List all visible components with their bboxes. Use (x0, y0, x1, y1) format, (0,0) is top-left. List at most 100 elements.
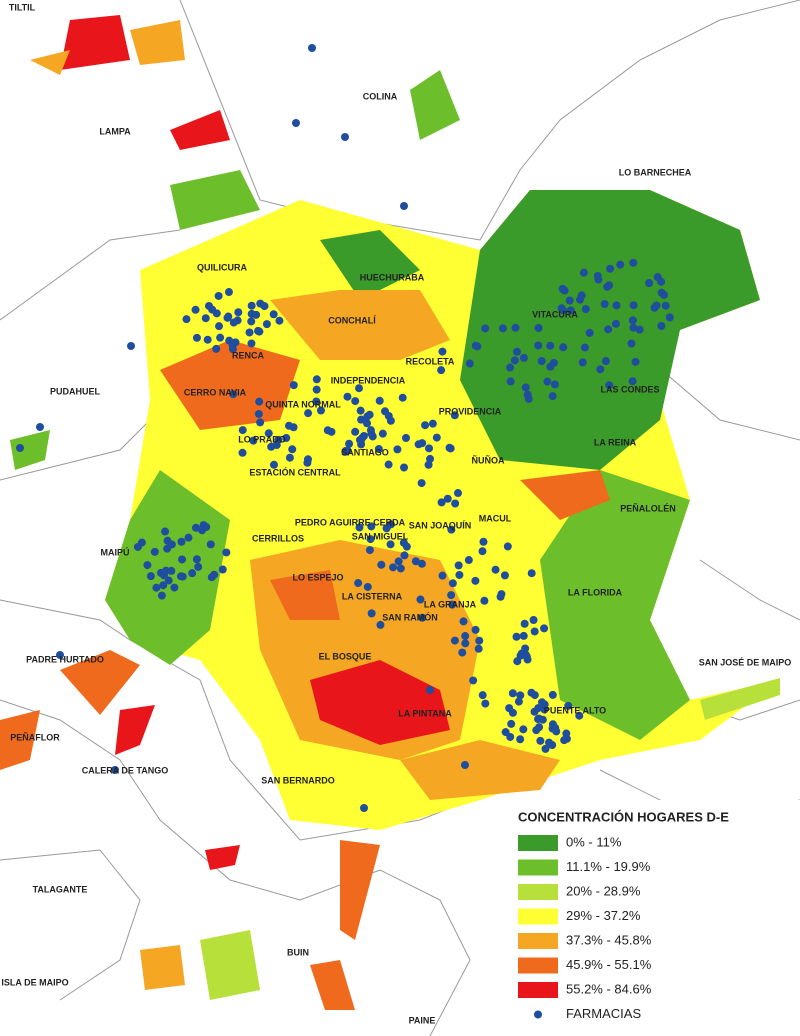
pharmacy-dot (437, 366, 446, 375)
commune-label: RECOLETA (406, 356, 455, 366)
commune-label: RENCA (232, 350, 265, 360)
pharmacy-dot (402, 434, 411, 443)
pharmacy-dot (480, 596, 489, 605)
commune-label: SAN JOAQUÍN (409, 520, 472, 530)
pharmacy-dot (365, 410, 374, 419)
pharmacy-dot (530, 691, 539, 700)
pharmacy-dot (218, 565, 227, 574)
pharmacy-dot (481, 324, 490, 333)
pharmacy-dot (378, 429, 387, 438)
commune-label: HUECHURABA (360, 272, 425, 282)
pharmacy-dot (541, 744, 550, 753)
pharmacy-dot (548, 690, 557, 699)
commune-label: LA PINTANA (398, 708, 452, 718)
commune-label: LA GRANJA (424, 599, 477, 609)
pharmacy-dot (366, 535, 375, 544)
pharmacy-dot (224, 288, 233, 297)
pharmacy-dot (222, 548, 231, 557)
pharmacy-dot (367, 429, 376, 438)
pharmacy-dot (143, 561, 152, 570)
commune-label: LA FLORIDA (568, 587, 623, 597)
pharmacy-dot (327, 427, 336, 436)
pharmacy-dot (461, 639, 470, 648)
pharmacy-dot (645, 279, 654, 288)
pharmacy-dot (292, 119, 300, 127)
pharmacy-dot (497, 590, 506, 599)
pharmacy-dot (455, 570, 464, 579)
legend-label: 29% - 37.2% (566, 908, 641, 923)
pharmacy-dot (167, 566, 176, 575)
legend-label: 11.1% - 19.9% (566, 859, 651, 874)
pharmacy-dot (417, 479, 426, 488)
pharmacy-dot (425, 444, 434, 453)
pharmacy-dot (529, 616, 538, 625)
pharmacy-dot (417, 559, 426, 568)
pharmacy-dot (192, 555, 201, 564)
commune-label: LO BARNECHEA (619, 167, 692, 177)
commune-label: PADRE HURTADO (26, 654, 104, 664)
legend-label: 20% - 28.9% (566, 883, 641, 898)
pharmacy-dot (184, 533, 193, 542)
pharmacy-dot (247, 301, 256, 310)
pharmacy-dot (414, 440, 423, 449)
pharmacy-dot (421, 421, 430, 430)
pharmacy-dot (475, 636, 484, 645)
commune-label: QUILICURA (197, 262, 247, 272)
pharmacy-dot (194, 562, 203, 571)
pharmacy-dot (275, 316, 284, 325)
commune-label: LO ESPEJO (292, 572, 343, 582)
pharmacy-dot (355, 523, 364, 532)
pharmacy-dot (36, 423, 44, 431)
pharmacy-dot (16, 444, 24, 452)
pharmacy-dot (560, 736, 569, 745)
pharmacy-dot (157, 591, 166, 600)
pharmacy-dot (386, 520, 395, 529)
pharmacy-dot (534, 704, 543, 713)
commune-label: PEÑAFLOR (10, 732, 60, 742)
pharmacy-dot (548, 724, 557, 733)
pharmacy-dot (521, 383, 530, 392)
commune-label: SANTIAGO (341, 447, 389, 457)
legend-swatch (518, 982, 558, 998)
legend-swatch (518, 933, 558, 949)
pharmacy-dot (389, 563, 398, 572)
pharmacy-dot (308, 44, 316, 52)
pharmacy-dot (448, 579, 457, 588)
pharmacy-dot (519, 631, 528, 640)
pharmacy-dot (604, 325, 613, 334)
legend-label: 37.3% - 45.8% (566, 932, 652, 947)
pharmacy-dot (557, 304, 566, 313)
legend-label: 0% - 11% (566, 834, 622, 849)
pharmacy-dot (238, 448, 247, 457)
pharmacy-dot (215, 322, 224, 331)
pharmacy-dot (536, 736, 545, 745)
commune-label: ISLA DE MAIPO (1, 977, 68, 987)
pharmacy-dot (202, 523, 211, 532)
pharmacy-dot (341, 447, 350, 456)
pharmacy-dot (491, 565, 500, 574)
commune-label: CALERA DE TANGO (82, 765, 169, 775)
legend-swatch (518, 835, 558, 851)
pharmacy-dot (534, 715, 543, 724)
pharmacy-dot (516, 691, 525, 700)
commune-label: COLINA (363, 91, 398, 101)
pharmacy-dot (170, 583, 179, 592)
pharmacy-dot (458, 648, 467, 657)
pharmacy-dot (559, 343, 568, 352)
commune-label: TALAGANTE (33, 884, 88, 894)
legend: CONCENTRACIÓN HOGARES D-E 0% - 11% 11.1% -… (508, 800, 800, 1036)
pharmacy-dot (152, 583, 161, 592)
pharmacy-dot (201, 314, 210, 323)
pharmacy-dot (579, 268, 588, 277)
pharmacy-dot (249, 436, 258, 445)
pharmacy-dot (596, 365, 605, 374)
pharmacy-dot (653, 273, 662, 282)
pharmacy-dot (133, 542, 142, 551)
pharmacy-dot (428, 419, 437, 428)
pharmacy-dot (478, 691, 487, 700)
pharmacy-dot (580, 343, 589, 352)
pharmacy-dot (178, 555, 187, 564)
pharmacy-dot (177, 537, 186, 546)
pharmacy-dot (418, 613, 427, 622)
pharmacy-dot (357, 415, 366, 424)
